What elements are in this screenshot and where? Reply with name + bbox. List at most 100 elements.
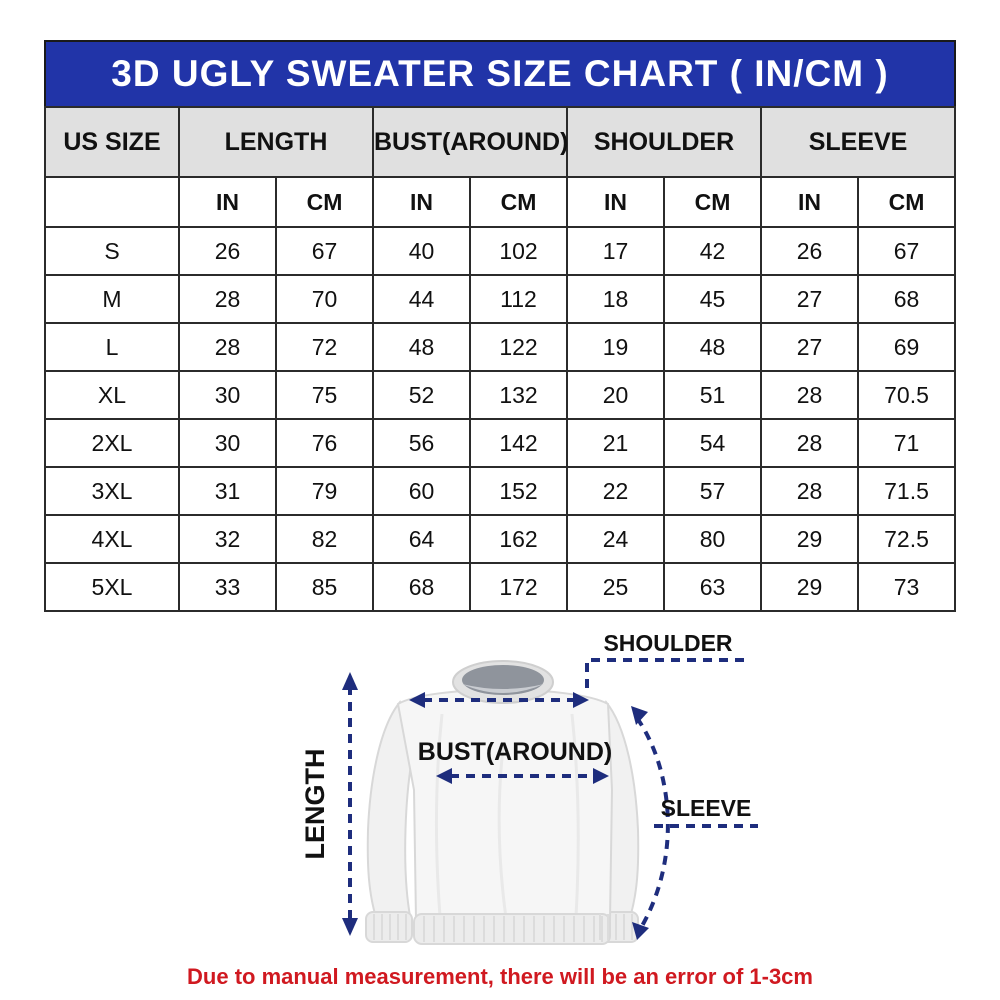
value-cell: 24 (566, 514, 666, 564)
value-cell: 56 (372, 418, 471, 468)
unit-shoulder-in: IN (566, 176, 666, 228)
value-cell: 69 (857, 322, 957, 372)
size-label: M (44, 274, 180, 324)
size-label: S (44, 226, 180, 276)
value-cell: 80 (663, 514, 763, 564)
col-header-bust: BUST(AROUND) (371, 106, 568, 178)
value-cell: 28 (178, 274, 277, 324)
length-arrow (342, 672, 358, 936)
table-row: XL 30 75 52 132 20 51 28 70.5 (44, 370, 957, 420)
value-cell: 132 (468, 370, 569, 420)
units-row: IN CM IN CM IN CM IN CM (44, 176, 957, 228)
value-cell: 17 (566, 226, 666, 276)
value-cell: 28 (760, 418, 860, 468)
value-cell: 82 (275, 514, 374, 564)
value-cell: 64 (372, 514, 471, 564)
unit-shoulder-cm: CM (663, 176, 763, 228)
sweater-left-cuff-ribs (373, 914, 407, 940)
value-cell: 48 (372, 322, 471, 372)
value-cell: 42 (663, 226, 763, 276)
unit-length-cm: CM (275, 176, 374, 228)
value-cell: 40 (372, 226, 471, 276)
value-cell: 20 (566, 370, 666, 420)
value-cell: 30 (178, 370, 277, 420)
value-cell: 162 (468, 514, 569, 564)
chart-title: 3D UGLY SWEATER SIZE CHART ( IN/CM ) (111, 53, 889, 94)
size-label: 4XL (44, 514, 180, 564)
value-cell: 31 (178, 466, 277, 516)
value-cell: 26 (178, 226, 277, 276)
value-cell: 152 (468, 466, 569, 516)
size-label: 2XL (44, 418, 180, 468)
measurement-disclaimer: Due to manual measurement, there will be… (187, 964, 813, 989)
value-cell: 72 (275, 322, 374, 372)
value-cell: 112 (468, 274, 569, 324)
col-header-us-size: US SIZE (44, 106, 180, 178)
col-header-shoulder: SHOULDER (566, 106, 763, 178)
value-cell: 60 (372, 466, 471, 516)
table-row: 5XL 33 85 68 172 25 63 29 73 (44, 562, 957, 612)
value-cell: 75 (275, 370, 374, 420)
value-cell: 28 (178, 322, 277, 372)
size-label: 5XL (44, 562, 180, 612)
value-cell: 172 (468, 562, 569, 612)
value-cell: 72.5 (857, 514, 957, 564)
measurement-diagram: LENGTH SHOULDER BUST(AROUND) (280, 630, 980, 962)
sweater-body (396, 688, 614, 921)
column-header-row: US SIZE LENGTH BUST(AROUND) SHOULDER SLE… (44, 106, 957, 178)
sweater-collar-rim (462, 684, 544, 693)
value-cell: 70 (275, 274, 374, 324)
value-cell: 21 (566, 418, 666, 468)
sweater-illustration (365, 660, 640, 945)
value-cell: 71 (857, 418, 957, 468)
length-label: LENGTH (300, 749, 330, 860)
sweater-collar-inner (462, 665, 544, 695)
value-cell: 26 (760, 226, 860, 276)
bust-label: BUST(AROUND) (418, 738, 612, 766)
value-cell: 79 (275, 466, 374, 516)
units-empty-cell (44, 176, 180, 228)
value-cell: 29 (760, 562, 860, 612)
table-row: 4XL 32 82 64 162 24 80 29 72.5 (44, 514, 957, 564)
value-cell: 44 (372, 274, 471, 324)
value-cell: 57 (663, 466, 763, 516)
value-cell: 51 (663, 370, 763, 420)
sleeve-label: SLEEVE (661, 795, 752, 821)
shoulder-label: SHOULDER (603, 630, 732, 656)
table-row: S 26 67 40 102 17 42 26 67 (44, 226, 957, 276)
size-label: L (44, 322, 180, 372)
value-cell: 27 (760, 322, 860, 372)
value-cell: 63 (663, 562, 763, 612)
unit-bust-in: IN (372, 176, 471, 228)
unit-bust-cm: CM (468, 176, 569, 228)
value-cell: 52 (372, 370, 471, 420)
sweater-left-sleeve (366, 700, 418, 918)
size-label: 3XL (44, 466, 180, 516)
value-cell: 33 (178, 562, 277, 612)
col-header-length: LENGTH (178, 106, 374, 178)
sweater-right-cuff-ribs (599, 914, 633, 940)
table-row: L 28 72 48 122 19 48 27 69 (44, 322, 957, 372)
value-cell: 122 (468, 322, 569, 372)
value-cell: 25 (566, 562, 666, 612)
size-table: US SIZE LENGTH BUST(AROUND) SHOULDER SLE… (44, 106, 957, 612)
table-row: M 28 70 44 112 18 45 27 68 (44, 274, 957, 324)
table-row: 2XL 30 76 56 142 21 54 28 71 (44, 418, 957, 468)
sleeve-arrow (631, 706, 758, 940)
unit-sleeve-in: IN (760, 176, 860, 228)
unit-length-in: IN (178, 176, 277, 228)
shoulder-arrow (409, 658, 748, 708)
value-cell: 28 (760, 466, 860, 516)
sweater-hem-ribs (423, 916, 603, 942)
measurement-diagram-svg: LENGTH SHOULDER BUST(AROUND) (300, 630, 758, 945)
value-cell: 102 (468, 226, 569, 276)
value-cell: 70.5 (857, 370, 957, 420)
value-cell: 68 (857, 274, 957, 324)
sweater-body-shading (434, 713, 580, 919)
value-cell: 54 (663, 418, 763, 468)
value-cell: 29 (760, 514, 860, 564)
value-cell: 76 (275, 418, 374, 468)
size-label: XL (44, 370, 180, 420)
value-cell: 48 (663, 322, 763, 372)
